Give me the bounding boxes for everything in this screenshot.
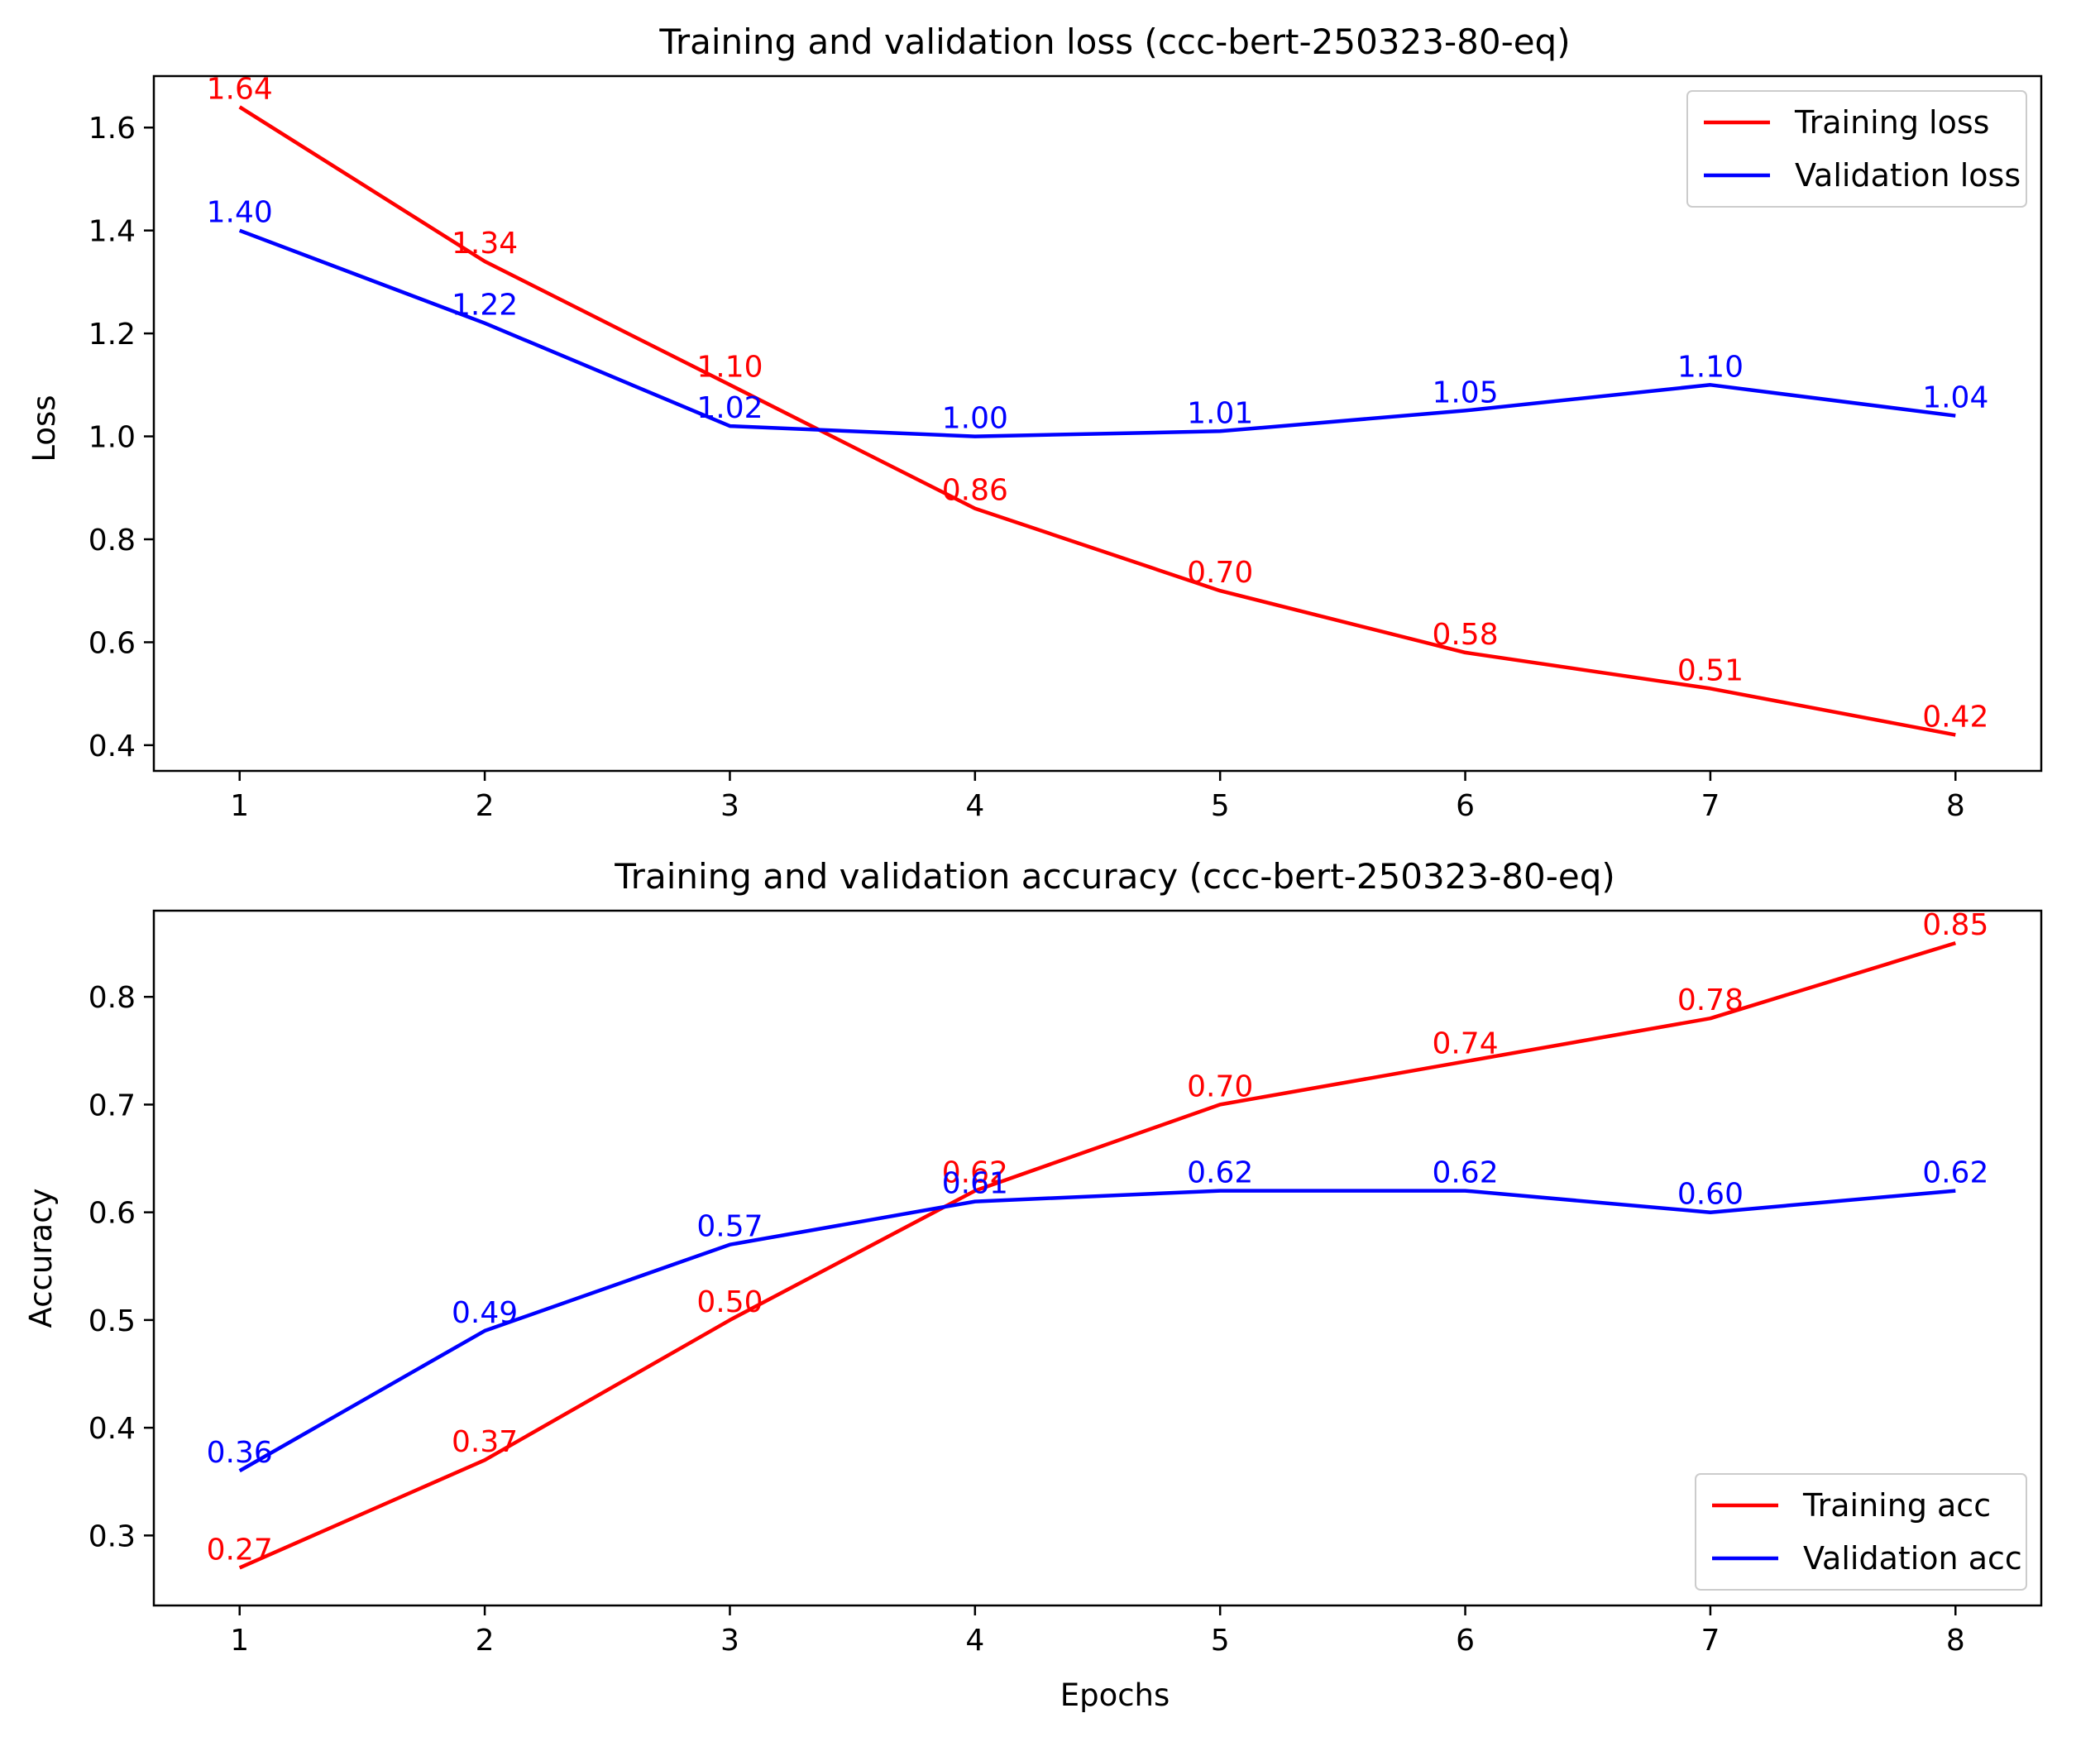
loss-x-tick-label: 3 (720, 789, 739, 823)
accuracy-x-tick-label: 3 (720, 1624, 739, 1658)
loss-y-axis-label: Loss (26, 395, 62, 462)
loss-y-tick-label: 1.0 (88, 421, 136, 455)
loss-validation-loss-data-label: 1.22 (452, 289, 518, 323)
loss-x-tick-label: 7 (1701, 789, 1720, 823)
loss-x-tick-label: 1 (230, 789, 249, 823)
loss-x-tick-label: 5 (1211, 789, 1230, 823)
accuracy-data-labels: 0.27 0.37 0.50 0.62 0.70 0.74 0.78 0.85 0.36 0.49… (207, 908, 1989, 1567)
accuracy-validation-acc-data-label: 0.36 (207, 1436, 273, 1470)
loss-legend-validation-loss-label: Validation loss (1795, 157, 2021, 194)
loss-validation-loss-line (238, 228, 1956, 438)
accuracy-x-tick-label: 8 (1946, 1624, 1965, 1658)
accuracy-legend-training-acc-label: Training acc (1802, 1487, 1991, 1524)
loss-y-tick-label: 0.8 (88, 524, 136, 557)
accuracy-validation-acc-data-label: 0.49 (452, 1296, 518, 1330)
loss-y-tick-label: 0.6 (88, 626, 136, 660)
accuracy-training-acc-data-label: 0.78 (1677, 983, 1744, 1017)
accuracy-series (238, 940, 1956, 1570)
loss-y-tick-label: 1.6 (88, 112, 136, 146)
loss-y-tick-label: 1.2 (88, 318, 136, 352)
accuracy-chart-title: Training and validation accuracy (ccc-be… (614, 856, 1615, 897)
accuracy-plot-frame (152, 909, 2043, 1607)
accuracy-validation-acc-data-label: 0.62 (1922, 1156, 1988, 1190)
loss-data-labels: 1.64 1.34 1.10 0.86 0.70 0.58 0.51 0.42 1.40 1.22… (207, 72, 1989, 734)
accuracy-training-acc-data-label: 0.50 (696, 1285, 763, 1319)
loss-legend-box (1686, 90, 2027, 208)
accuracy-validation-acc-data-label: 0.62 (1432, 1156, 1498, 1190)
loss-x-tick-label: 4 (965, 789, 984, 823)
loss-training-loss-line (238, 105, 1956, 737)
loss-validation-loss-data-label: 1.02 (696, 391, 763, 425)
loss-validation-loss-data-label: 1.00 (942, 402, 1008, 436)
loss-training-loss-data-label: 0.86 (942, 474, 1008, 508)
accuracy-training-acc-data-label: 0.27 (207, 1533, 273, 1567)
accuracy-training-acc-data-label: 0.74 (1432, 1026, 1498, 1060)
accuracy-x-axis-label: Epochs (1060, 1677, 1170, 1713)
accuracy-chart: Training and validation accuracy (ccc-be… (23, 856, 2043, 1713)
loss-training-loss-data-label: 1.34 (452, 227, 518, 261)
accuracy-validation-acc-data-label: 0.62 (1187, 1156, 1253, 1190)
accuracy-legend-box (1695, 1473, 2027, 1591)
loss-x-tick-label: 2 (476, 789, 495, 823)
accuracy-validation-acc-line (238, 1189, 1956, 1473)
accuracy-training-acc-data-label: 0.70 (1187, 1069, 1253, 1103)
accuracy-x-tick-label: 7 (1701, 1624, 1720, 1658)
accuracy-x-tick-label: 2 (476, 1624, 495, 1658)
loss-validation-loss-data-label: 1.01 (1187, 396, 1253, 430)
loss-plot-frame (152, 74, 2043, 773)
accuracy-validation-acc-data-label: 0.57 (696, 1210, 763, 1244)
loss-validation-loss-data-label: 1.10 (1677, 350, 1744, 384)
accuracy-x-tick-label: 4 (965, 1624, 984, 1658)
accuracy-training-acc-data-label: 0.85 (1922, 908, 1988, 942)
loss-validation-loss-data-label: 1.40 (207, 196, 273, 230)
accuracy-training-acc-line (238, 940, 1956, 1570)
loss-training-loss-data-label: 0.58 (1432, 618, 1498, 652)
accuracy-validation-acc-data-label: 0.60 (1677, 1178, 1744, 1212)
loss-series (238, 105, 1956, 737)
loss-legend: Training loss Validation loss (1686, 90, 2027, 208)
loss-x-tick-label: 6 (1456, 789, 1475, 823)
accuracy-y-tick-label: 0.3 (88, 1519, 136, 1553)
loss-x-tick-label: 8 (1946, 789, 1965, 823)
accuracy-y-tick-label: 0.4 (88, 1412, 136, 1446)
loss-validation-loss-data-label: 1.04 (1922, 381, 1988, 415)
accuracy-validation-acc-data-label: 0.61 (942, 1167, 1008, 1201)
accuracy-training-acc-data-label: 0.37 (452, 1425, 518, 1459)
accuracy-x-tick-label: 6 (1456, 1624, 1475, 1658)
loss-chart-title: Training and validation loss (ccc-bert-2… (658, 22, 1570, 62)
accuracy-y-tick-label: 0.7 (88, 1089, 136, 1122)
accuracy-x-tick-label: 5 (1211, 1624, 1230, 1658)
loss-validation-loss-data-label: 1.05 (1432, 376, 1498, 409)
accuracy-y-tick-label: 0.6 (88, 1197, 136, 1231)
accuracy-legend-validation-acc-label: Validation acc (1803, 1540, 2022, 1577)
loss-legend-training-loss-label: Training loss (1794, 104, 1989, 141)
loss-training-loss-data-label: 0.51 (1677, 653, 1744, 687)
accuracy-axis-ticks: 1 2 3 4 5 6 7 8 0.3 0.4 0.5 0.6 0.7 0.8 (88, 981, 1965, 1658)
loss-chart: Training and validation loss (ccc-bert-2… (26, 22, 2043, 823)
loss-training-loss-data-label: 0.70 (1187, 556, 1253, 590)
accuracy-legend: Training acc Validation acc (1695, 1473, 2027, 1591)
accuracy-y-tick-label: 0.5 (88, 1304, 136, 1338)
loss-axis-ticks: 1 2 3 4 5 6 7 8 0.4 0.6 0.8 1.0 1.2 1.4 1.6 (88, 112, 1965, 823)
loss-y-tick-label: 1.4 (88, 215, 136, 249)
loss-training-loss-data-label: 1.10 (696, 350, 763, 384)
loss-y-tick-label: 0.4 (88, 730, 136, 763)
accuracy-training-acc-data-label: 0.62 (942, 1156, 1008, 1190)
accuracy-y-tick-label: 0.8 (88, 981, 136, 1015)
loss-training-loss-data-label: 1.64 (207, 72, 273, 106)
loss-training-loss-data-label: 0.42 (1922, 700, 1988, 734)
accuracy-x-tick-label: 1 (230, 1624, 249, 1658)
accuracy-y-axis-label: Accuracy (23, 1189, 59, 1328)
